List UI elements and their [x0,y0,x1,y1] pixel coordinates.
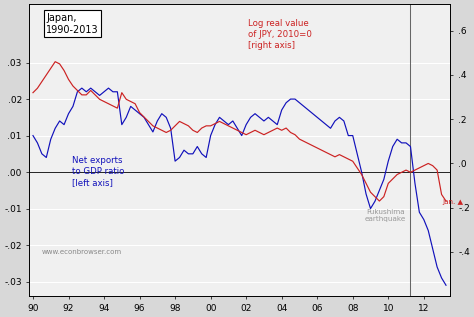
Text: Japan,
1990-2013: Japan, 1990-2013 [46,13,99,35]
Text: www.econbrowser.com: www.econbrowser.com [42,249,122,255]
Text: Net exports
to GDP ratio
[left axis]: Net exports to GDP ratio [left axis] [72,156,124,187]
Text: Fukushima
earthquake: Fukushima earthquake [365,209,406,222]
Text: Jan. ▲: Jan. ▲ [442,199,464,205]
Text: Log real value
of JPY, 2010=0
[right axis]: Log real value of JPY, 2010=0 [right axi… [248,19,312,50]
